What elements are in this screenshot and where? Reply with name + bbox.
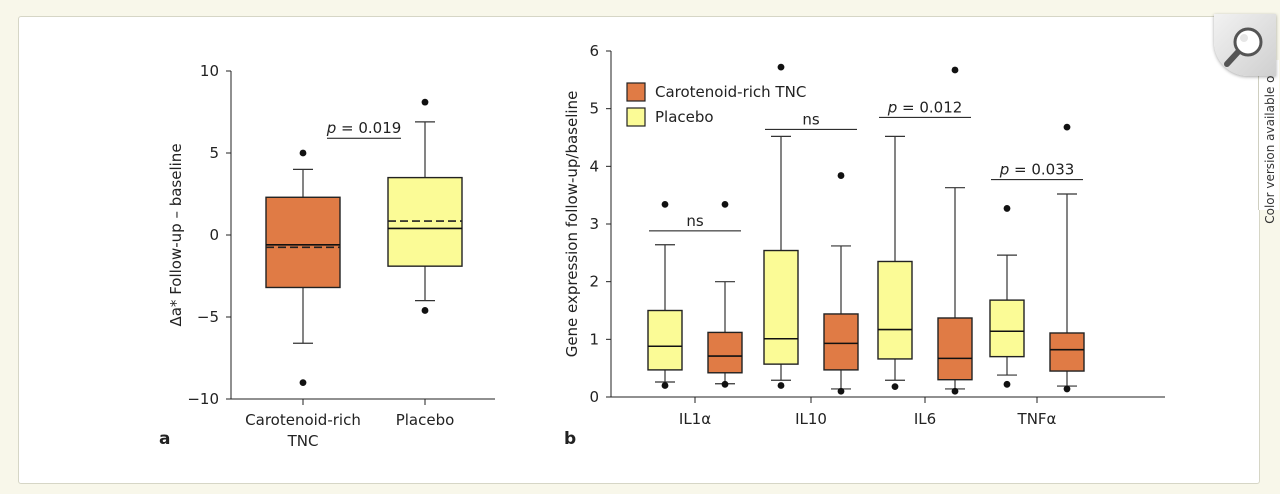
panel-b-tnc-outlier xyxy=(1063,123,1071,131)
panel-b-y-tick-label: 2 xyxy=(589,273,599,291)
panel-b-placebo-box xyxy=(877,260,913,360)
panel-b-tnc-box xyxy=(707,331,743,374)
panel-b-placebo-outlier xyxy=(777,382,785,389)
panel-a-tnc-outlier xyxy=(299,149,307,157)
panel-b-significance-label: ns xyxy=(802,110,820,128)
panel-a-y-tick-label: 10 xyxy=(200,62,219,80)
panel-a-tnc-outlier xyxy=(299,379,307,386)
legend-swatch-tnc xyxy=(626,82,646,102)
panel-b-placebo-outlier xyxy=(1003,380,1011,388)
panel-b-x-tick-label: IL10 xyxy=(795,410,827,428)
panel-b-y-tick-label: 5 xyxy=(589,100,599,118)
panel-a-x-tick-label: TNC xyxy=(287,432,319,450)
panel-b-y-axis-label: Gene expression follow-up/baseline xyxy=(563,91,581,358)
panel-b-tnc-box xyxy=(1049,332,1085,372)
panel-b-tnc-outlier xyxy=(721,380,729,388)
panel-a-tnc-box xyxy=(265,196,341,289)
panel-a-placebo-box xyxy=(387,176,463,267)
panel-b-placebo-outlier xyxy=(661,382,669,389)
legend-swatch-placebo xyxy=(626,107,646,127)
panel-b-x-tick-label: IL6 xyxy=(914,410,936,428)
panel-b-tnc-box xyxy=(823,313,859,371)
panel-b-tnc-outlier xyxy=(1063,385,1071,393)
panel-b-x-tick-label: TNFα xyxy=(1017,410,1057,428)
zoom-button[interactable] xyxy=(1214,14,1276,76)
panel-b-x-tick-label: IL1α xyxy=(679,410,711,428)
panel-b-y-tick-label: 0 xyxy=(589,388,599,406)
panel-a-y-tick-label: 5 xyxy=(209,144,219,162)
panel-b-placebo-outlier xyxy=(1003,205,1011,212)
panel-b-placebo-box xyxy=(647,309,683,371)
magnifier-icon xyxy=(1224,27,1263,67)
panel-a-label: a xyxy=(159,429,170,449)
panel-b-y-tick-label: 4 xyxy=(589,157,599,175)
panel-a-y-axis-label: Δa* Follow-up – baseline xyxy=(167,143,185,326)
panel-a-y-tick-label: −10 xyxy=(187,390,219,408)
panel-a-placebo-outlier xyxy=(421,307,429,314)
panel-b-placebo-outlier xyxy=(777,63,785,71)
panel-b-tnc-box xyxy=(937,317,973,381)
panel-b-tnc-outlier xyxy=(951,387,959,395)
panel-b-significance-label: p = 0.033 xyxy=(999,161,1075,179)
panel-b-placebo-box xyxy=(763,249,799,365)
panel-b-significance-label: ns xyxy=(686,212,704,230)
panel-a-placebo-outlier xyxy=(421,98,429,106)
side-tab xyxy=(1258,60,1279,210)
panel-b-tnc-outlier xyxy=(837,387,845,395)
panel-b-tnc-outlier xyxy=(837,172,845,179)
panel-b-tnc-outlier xyxy=(951,66,959,74)
panel-a-x-tick-label: Carotenoid-rich xyxy=(245,411,361,429)
panel-b-significance-label: p = 0.012 xyxy=(887,98,963,116)
figure-panel: 10 5 0 −5 −10 Δa* Follow-up – baseline Caroten… xyxy=(18,16,1260,484)
panel-b-placebo-box xyxy=(989,299,1025,358)
legend-label-placebo: Placebo xyxy=(655,108,714,126)
panel-b-label: b xyxy=(564,429,576,449)
legend-label-tnc: Carotenoid-rich TNC xyxy=(655,83,806,101)
panel-b-y-tick-label: 6 xyxy=(589,42,599,60)
panel-a-x-tick-label: Placebo xyxy=(396,411,455,429)
panel-a-y-tick-label: −5 xyxy=(197,308,219,326)
panel-b-y-tick-label: 3 xyxy=(589,215,599,233)
panel-a-y-tick-label: 0 xyxy=(209,226,219,244)
panel-a-p-value-label: p = 0.019 xyxy=(326,119,402,137)
panel-b-y-tick-label: 1 xyxy=(589,330,599,348)
panel-b-placebo-outlier xyxy=(891,383,899,391)
panel-b-tnc-outlier xyxy=(721,200,729,208)
panel-b-placebo-outlier xyxy=(661,200,669,208)
